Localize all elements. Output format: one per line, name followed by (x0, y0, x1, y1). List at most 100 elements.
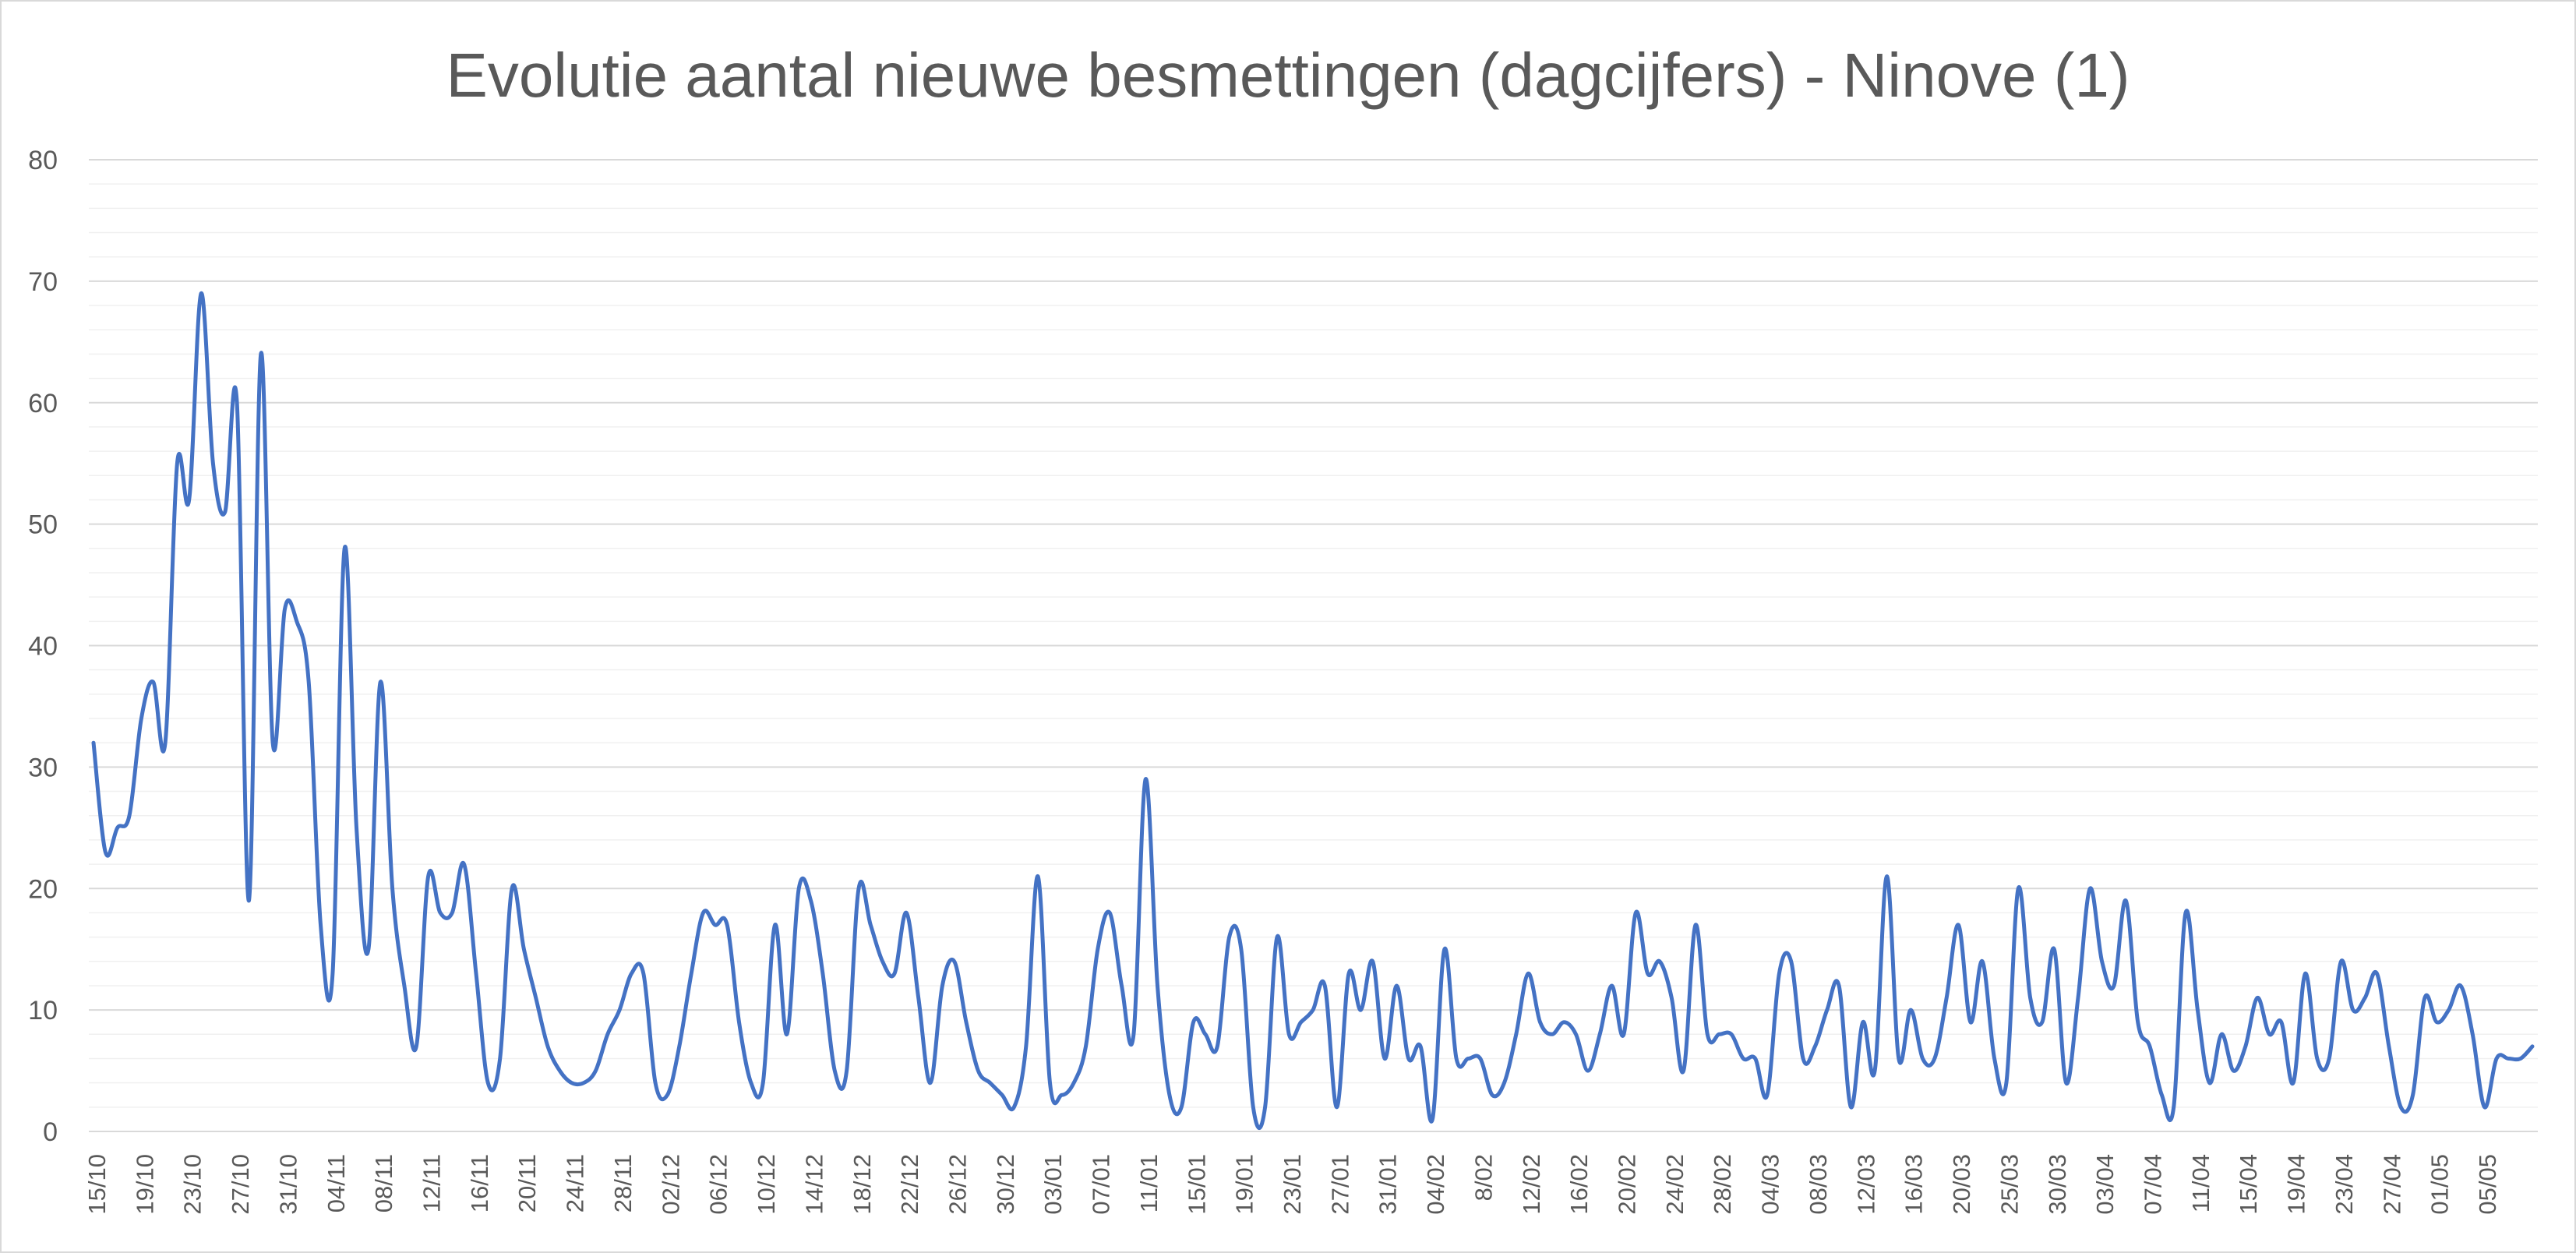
data-point (259, 351, 263, 356)
data-point (2052, 947, 2056, 951)
data-point (1586, 1068, 1590, 1073)
y-tick-label: 10 (28, 996, 58, 1025)
data-point (641, 971, 646, 976)
data-point (916, 996, 921, 1001)
x-tick-label: 19/10 (131, 1154, 158, 1215)
data-point (988, 1081, 993, 1085)
y-tick-label: 20 (28, 874, 58, 904)
data-point (557, 1068, 562, 1073)
x-tick-label: 18/12 (849, 1154, 876, 1215)
data-point (1430, 1117, 1434, 1121)
data-point (653, 1081, 658, 1085)
x-tick-label: 20/03 (1948, 1154, 1975, 1215)
data-point (2530, 1044, 2535, 1049)
x-tick-label: 04/11 (323, 1154, 350, 1212)
data-point (521, 947, 526, 951)
data-point (1382, 1057, 1387, 1061)
data-point (2136, 1020, 2140, 1025)
data-point (139, 716, 143, 721)
data-point (426, 874, 431, 879)
data-point (2219, 1032, 2224, 1036)
x-tick-label: 26/12 (944, 1154, 971, 1215)
data-point (2303, 971, 2308, 976)
x-tick-label: 04/02 (1422, 1154, 1449, 1215)
data-point (1084, 1044, 1089, 1049)
data-point (785, 1032, 789, 1036)
data-point (1346, 971, 1351, 976)
data-point (498, 1057, 503, 1061)
data-point (115, 825, 120, 830)
data-point (127, 814, 132, 818)
data-point (2100, 959, 2105, 964)
data-point (1526, 971, 1530, 976)
data-point (868, 923, 873, 927)
data-point (2387, 1044, 2391, 1049)
x-tick-label: 07/01 (1088, 1154, 1115, 1215)
data-point (2040, 1020, 2045, 1025)
data-point (2363, 996, 2367, 1001)
data-point (1561, 1020, 1566, 1025)
data-point (904, 910, 909, 915)
data-point (1275, 935, 1279, 940)
data-point (1071, 1081, 1076, 1085)
x-tick-label: 12/02 (1518, 1154, 1545, 1215)
x-tick-label: 03/01 (1039, 1154, 1067, 1215)
x-tick-label: 01/05 (2426, 1154, 2454, 1215)
data-point (1812, 1044, 1817, 1049)
x-tick-label: 27/04 (2378, 1154, 2405, 1215)
data-point (1107, 910, 1112, 915)
data-point (1156, 983, 1160, 988)
data-point (1848, 1105, 1853, 1110)
x-tick-label: 03/04 (2091, 1154, 2119, 1215)
x-tick-label: 16/02 (1565, 1154, 1593, 1215)
data-point (677, 1044, 682, 1049)
data-point (1251, 1105, 1255, 1110)
data-point (1538, 1020, 1543, 1025)
data-point (940, 983, 944, 988)
data-point (2076, 996, 2080, 1001)
data-point (462, 862, 467, 867)
data-point (1299, 1020, 1304, 1025)
data-point (1610, 983, 1614, 988)
y-tick-label: 50 (28, 510, 58, 540)
data-point (2327, 1057, 2331, 1061)
data-point (809, 898, 813, 903)
data-point (2458, 983, 2463, 988)
data-point (796, 886, 801, 891)
data-point (2411, 1092, 2415, 1097)
data-point (163, 740, 168, 745)
data-point (270, 740, 275, 745)
data-point (1311, 1008, 1315, 1012)
data-point (1825, 1008, 1830, 1012)
data-point (210, 461, 215, 466)
data-point (2004, 1081, 2009, 1085)
x-tick-label: 28/11 (609, 1154, 637, 1212)
x-tick-label: 19/01 (1231, 1154, 1258, 1215)
data-point (2064, 1081, 2069, 1085)
data-point (1024, 1044, 1029, 1049)
y-tick-label: 70 (28, 267, 58, 297)
data-point (187, 497, 192, 502)
data-point (2016, 886, 2020, 891)
x-tick-label: 31/01 (1374, 1154, 1402, 1215)
data-point (1753, 1057, 1758, 1061)
x-tick-label: 15/01 (1183, 1154, 1210, 1215)
data-point (91, 740, 96, 745)
data-point (1060, 1092, 1064, 1097)
data-point (1179, 1105, 1184, 1110)
data-point (1705, 1032, 1710, 1036)
data-point (1335, 1105, 1339, 1110)
series-line (91, 291, 2535, 1130)
data-point (534, 996, 538, 1001)
x-tick-label: 04/03 (1757, 1154, 1784, 1215)
data-point (1011, 1105, 1016, 1110)
data-point (1466, 1057, 1471, 1061)
data-point (306, 679, 311, 684)
data-point (1394, 983, 1399, 988)
data-point (1502, 1081, 1507, 1085)
data-point (545, 1044, 550, 1049)
data-point (2267, 1032, 2272, 1036)
data-point (1693, 923, 1698, 927)
x-tick-label: 24/02 (1661, 1154, 1689, 1215)
